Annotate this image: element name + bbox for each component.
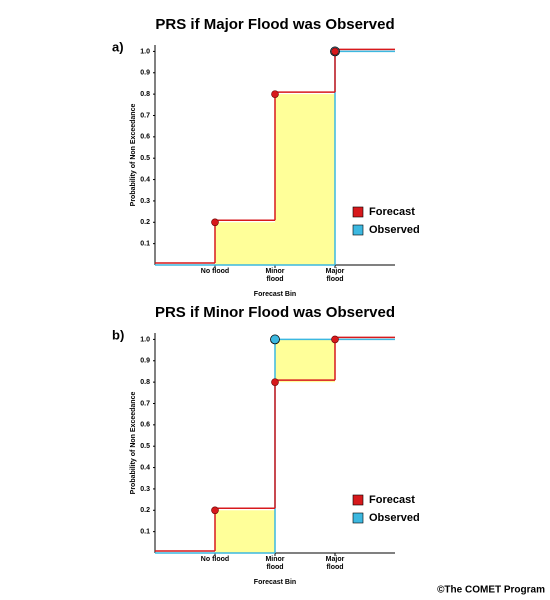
legend-label: Forecast [369,206,415,218]
x-tick-label: No flood [200,556,230,563]
forecast-point [271,90,279,98]
x-tick-label: No flood [200,268,230,275]
legend-label: Forecast [369,494,415,506]
chart-title: PRS if Minor Flood was Observed [155,304,395,321]
difference-area [275,94,335,265]
forecast-point [331,335,339,344]
legend-label: Observed [369,512,420,524]
panel-label: a) [112,39,124,54]
panel-label: b) [112,327,124,342]
y-tick-label: 0.6 [140,422,150,429]
forecast-point [271,378,279,386]
legend-swatch [352,224,364,236]
difference-area [215,510,275,553]
legend-swatch [352,206,364,218]
forecast-point [211,218,219,227]
y-tick-label: 1.0 [140,48,150,55]
x-axis-label: Forecast Bin [254,579,296,586]
y-tick-label: 0.3 [140,486,150,493]
y-tick-label: 0.5 [140,443,150,450]
x-tick-label: Minor flood [265,556,285,571]
forecast-point [211,506,219,515]
y-tick-label: 0.1 [140,240,150,247]
y-tick-label: 1.0 [140,336,150,343]
y-tick-label: 0.4 [140,464,150,471]
y-axis-label: Probability of Non Exceedance [130,392,137,495]
difference-area [275,339,335,383]
y-tick-label: 0.7 [140,400,150,407]
x-axis-label: Forecast Bin [254,291,296,298]
legend-swatch [352,494,364,506]
chart: PRS if Major Flood was Observed a) Probabi… [112,16,420,298]
observed-point [270,334,280,345]
y-tick-label: 0.6 [140,134,150,141]
y-tick-label: 0.5 [140,155,150,162]
x-tick-label: Major flood [325,556,345,571]
y-tick-label: 0.3 [140,198,150,205]
y-tick-label: 0.8 [140,379,150,386]
legend-label: Observed [369,224,420,236]
y-tick-label: 0.9 [140,358,150,365]
y-tick-label: 0.1 [140,528,150,535]
difference-area [215,222,275,265]
legend-swatch [352,512,364,524]
y-tick-label: 0.7 [140,112,150,119]
x-tick-label: Major flood [325,268,345,283]
chart: PRS if Minor Flood was Observed b) Probabi… [112,304,420,586]
y-tick-label: 0.9 [140,70,150,77]
y-tick-label: 0.8 [140,91,150,98]
y-tick-label: 0.4 [140,176,150,183]
y-axis-label: Probability of Non Exceedance [130,104,137,207]
forecast-point [331,47,339,56]
footer: ©The COMET Program [437,585,545,596]
y-tick-label: 0.2 [140,219,150,226]
y-tick-label: 0.2 [140,507,150,514]
chart-title: PRS if Major Flood was Observed [155,16,394,33]
x-tick-label: Minor flood [265,268,285,283]
